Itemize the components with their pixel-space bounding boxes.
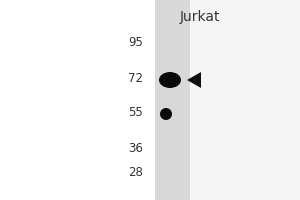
Text: 55: 55 bbox=[128, 106, 143, 119]
Ellipse shape bbox=[160, 108, 172, 120]
Text: 28: 28 bbox=[128, 166, 143, 180]
Bar bbox=[190, 0, 300, 200]
Text: 36: 36 bbox=[128, 142, 143, 154]
Text: 72: 72 bbox=[128, 72, 143, 84]
Polygon shape bbox=[187, 72, 201, 88]
Bar bbox=[155, 0, 190, 200]
Text: 95: 95 bbox=[128, 36, 143, 48]
Bar bbox=[0, 0, 155, 200]
Text: Jurkat: Jurkat bbox=[180, 10, 220, 24]
Ellipse shape bbox=[159, 72, 181, 88]
